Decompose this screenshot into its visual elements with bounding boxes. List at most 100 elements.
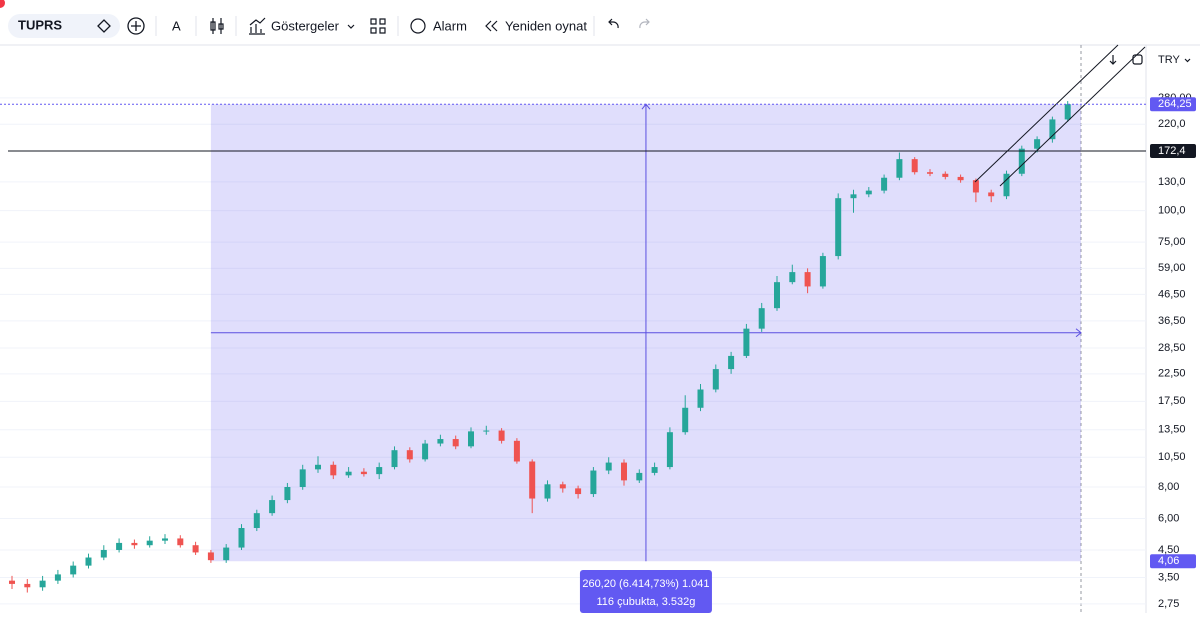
candle-body [253, 513, 260, 529]
alarm-icon[interactable] [410, 18, 426, 34]
candle-body [376, 467, 383, 475]
candle-body [422, 443, 429, 460]
candle-body [269, 500, 276, 514]
y-tick-label: 75,00 [1158, 236, 1186, 248]
candle-body [1064, 104, 1071, 120]
candle-body [1049, 119, 1056, 140]
y-tick-label: 17,50 [1158, 395, 1186, 407]
trend-line[interactable] [999, 46, 1146, 187]
candle-body [452, 439, 459, 447]
measure-low-badge [1150, 554, 1196, 569]
candle-body [100, 549, 107, 558]
grid [0, 97, 1146, 605]
symbol-icon[interactable] [97, 19, 111, 33]
y-tick-label: 36,50 [1158, 315, 1186, 327]
candle-body [513, 440, 520, 462]
y-tick-label: 22,50 [1158, 368, 1186, 380]
candle-body [758, 308, 765, 329]
candle-body [896, 159, 903, 178]
candle-body [223, 547, 230, 561]
candle-body [1034, 139, 1041, 149]
notification-dot [0, 0, 5, 8]
measure-tooltip [579, 570, 712, 613]
symbol[interactable]: TUPRS [18, 17, 62, 32]
y-tick-label: 100,0 [1158, 204, 1186, 216]
overlays [0, 44, 1146, 187]
candle-body [360, 471, 367, 475]
replay-icon[interactable] [485, 20, 498, 32]
scroll-button[interactable] [1109, 55, 1117, 65]
candle-body [590, 470, 597, 495]
candle-body [819, 256, 826, 287]
candles [9, 101, 1071, 593]
candle-body [865, 190, 872, 195]
candle-body [162, 538, 168, 541]
candle-body [605, 462, 612, 471]
candle-body [391, 450, 398, 468]
candle-body [529, 461, 536, 499]
candle-body [651, 467, 658, 473]
candle-body [146, 540, 153, 546]
candle-body [636, 472, 643, 481]
compare-icon [131, 21, 141, 31]
indicators-button[interactable]: Göstergeler [271, 18, 340, 33]
y-tick-label: 28,50 [1158, 342, 1186, 354]
candle-body [789, 272, 796, 283]
indicators-icon[interactable] [249, 17, 266, 35]
indicators-dropdown[interactable] [347, 24, 355, 29]
candle-body [131, 542, 138, 546]
toolbar [0, 0, 1200, 45]
candle-body [621, 462, 627, 481]
replay-button[interactable]: Yeniden oynat [505, 18, 587, 33]
candle-body [54, 574, 61, 581]
candle-body [299, 469, 306, 488]
candle-body [238, 528, 245, 548]
candle-body [575, 488, 582, 495]
undo-button[interactable] [608, 18, 619, 29]
last-price-label: 264,25 [1158, 98, 1192, 110]
candle-body [468, 431, 474, 447]
candle-body [544, 484, 551, 499]
compare-button[interactable] [127, 17, 145, 35]
candle-body [728, 355, 735, 370]
candle-body [1018, 148, 1025, 174]
currency-dropdown[interactable] [1184, 58, 1191, 63]
y-tick-label: 3,50 [1158, 571, 1179, 583]
y-tick-label: 6,00 [1158, 512, 1179, 524]
candle-body [406, 450, 413, 460]
y-tick-label: 220,0 [1158, 118, 1186, 130]
measure-bars-text: 116 çubukta, 3.532g [597, 596, 696, 608]
candle-body [85, 557, 92, 566]
templates-button[interactable] [370, 18, 386, 34]
measure-arrow [1075, 328, 1082, 338]
candle-body [345, 471, 352, 476]
measure-low-label: 4,06 [1158, 555, 1179, 567]
y-tick-label: 2,75 [1158, 598, 1179, 610]
currency[interactable]: TRY [1158, 54, 1180, 66]
candle-body [437, 439, 444, 444]
fullscreen-button[interactable] [1132, 54, 1143, 65]
candle-body [177, 538, 184, 546]
candle-body [911, 159, 918, 173]
candle-body [1003, 173, 1010, 197]
interval-button[interactable]: A [172, 18, 181, 33]
y-tick-label: 13,50 [1158, 424, 1186, 436]
y-tick-label: 59,00 [1158, 262, 1186, 274]
candle-body [116, 542, 123, 550]
candle-body [330, 464, 337, 476]
redo-button[interactable] [639, 18, 650, 29]
chart-type-button[interactable] [210, 18, 224, 34]
alarm-button[interactable]: Alarm [433, 18, 467, 33]
candle-body [498, 430, 505, 441]
symbol-search[interactable] [8, 14, 120, 38]
candle-body [39, 580, 46, 588]
candle-body [942, 173, 949, 177]
trend-line[interactable] [974, 44, 1119, 183]
candle-body [559, 484, 566, 489]
candle-body [712, 369, 719, 390]
candle-body [682, 407, 689, 433]
last-price-badge [1150, 97, 1196, 112]
candle-body [697, 389, 704, 408]
candle-body [927, 172, 933, 174]
